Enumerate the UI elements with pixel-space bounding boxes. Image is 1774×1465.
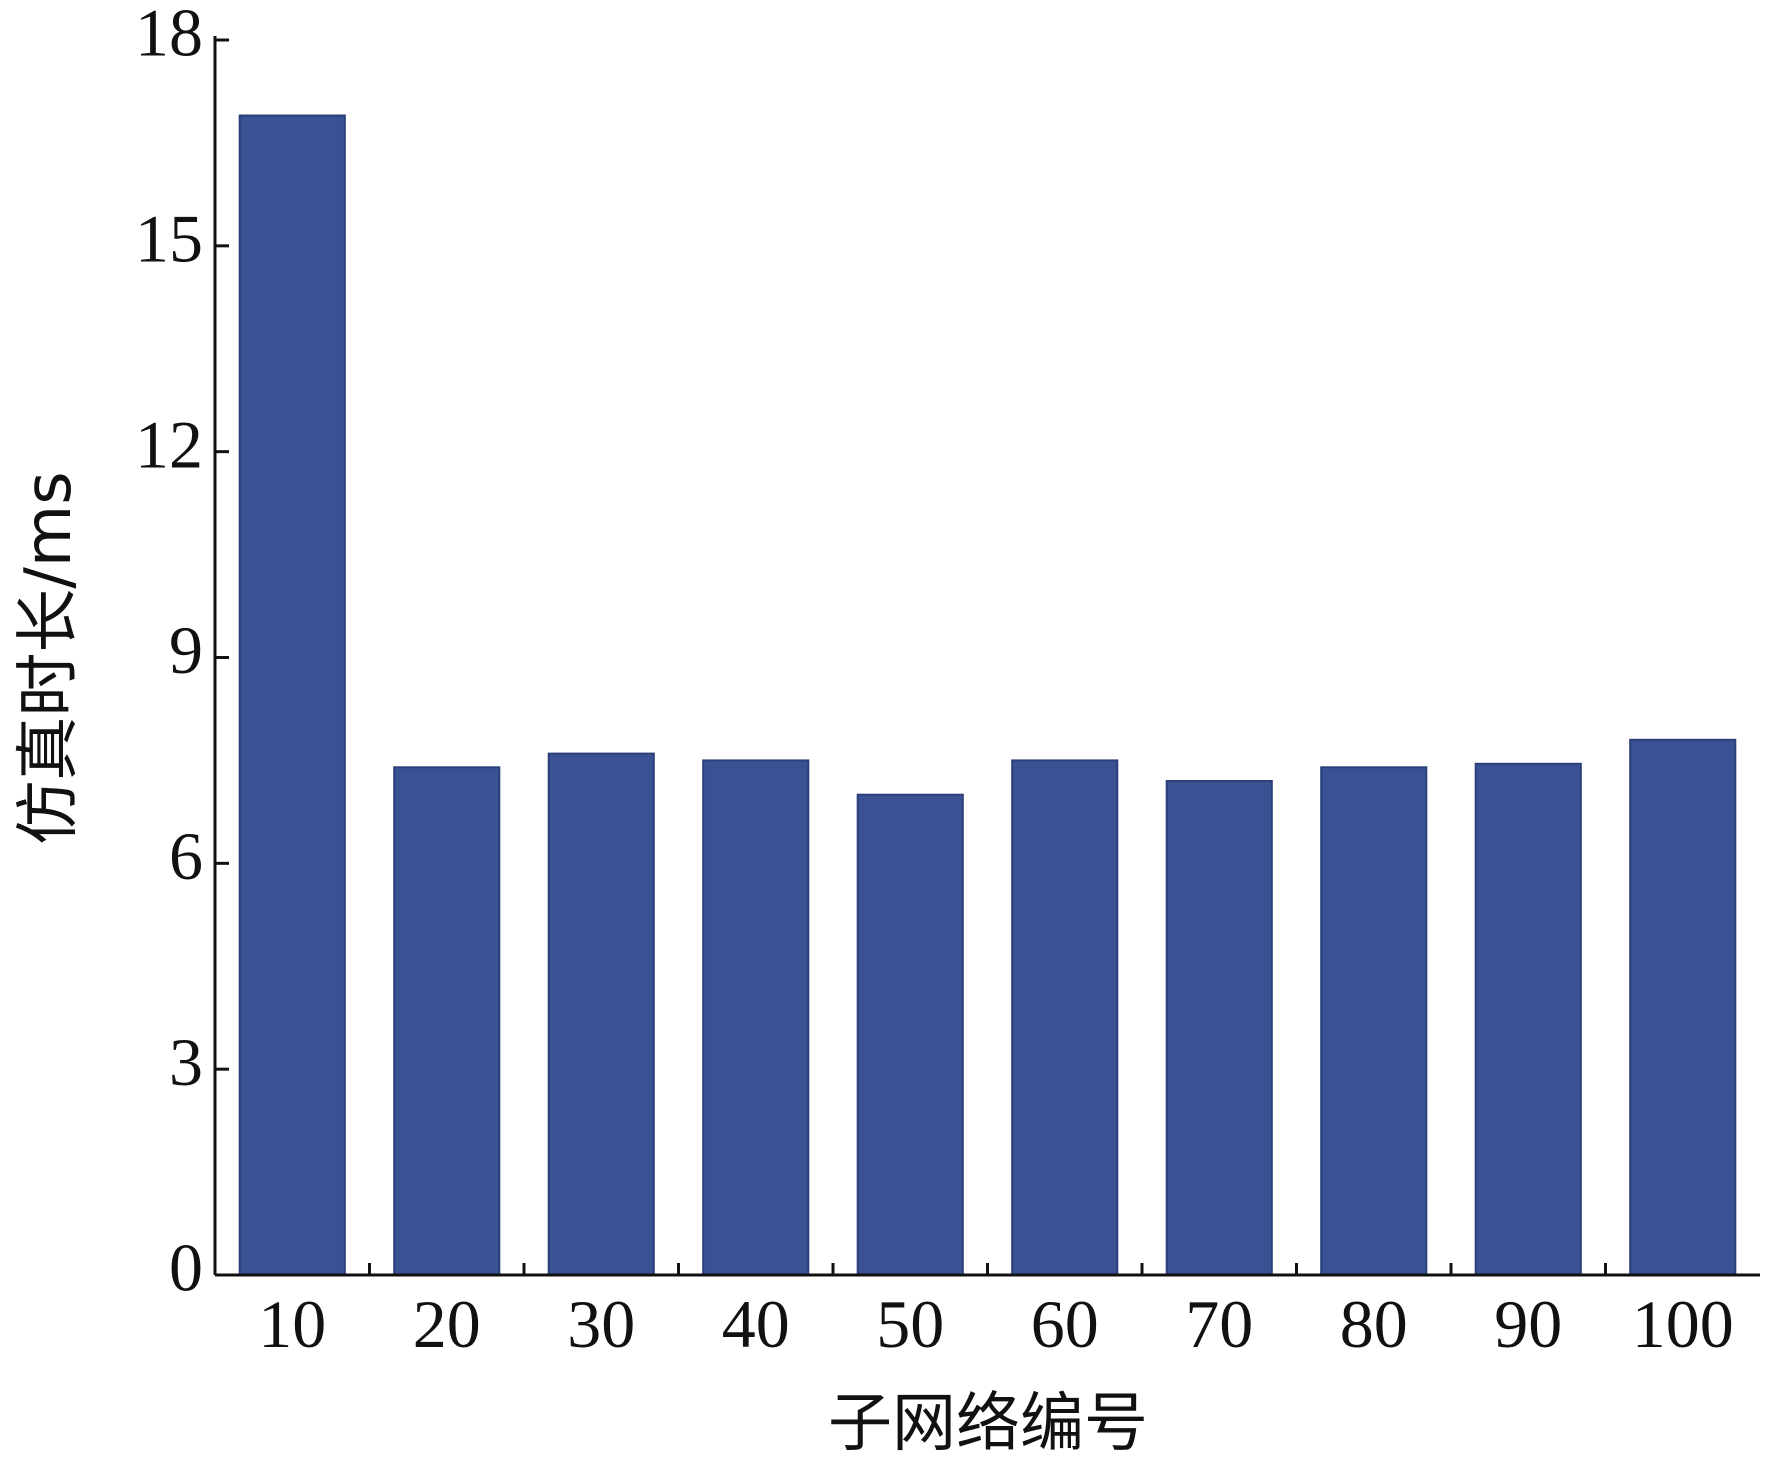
y-tick-group: 0 3 6 9 12 15 18 [135, 0, 229, 1306]
x-tick-label: 100 [1632, 1286, 1734, 1362]
y-tick-label: 15 [135, 200, 203, 276]
y-tick-label: 3 [169, 1024, 203, 1100]
bar-70 [1165, 780, 1273, 1276]
y-tick-label: 9 [169, 612, 203, 688]
x-tick-label: 70 [1185, 1286, 1253, 1362]
x-tick-label: 90 [1494, 1286, 1562, 1362]
y-tick-label: 12 [135, 406, 203, 482]
bar-100 [1629, 738, 1737, 1276]
bar-50 [856, 793, 964, 1276]
bar-90 [1474, 762, 1582, 1276]
bar-30 [547, 752, 655, 1276]
x-tick-label: 20 [413, 1286, 481, 1362]
x-axis-title: 子网络编号 [828, 1387, 1148, 1461]
x-tick-label: 30 [567, 1286, 635, 1362]
bar-60 [1011, 759, 1119, 1276]
y-tick-label: 6 [169, 818, 203, 894]
x-tick-label: 40 [722, 1286, 790, 1362]
bar-20 [393, 766, 501, 1276]
y-axis-title: 仿真时长/ms [12, 471, 86, 844]
bar-10 [238, 114, 346, 1276]
y-tick-label: 0 [169, 1230, 203, 1306]
bar-group [238, 114, 1737, 1276]
bar-40 [702, 759, 810, 1276]
x-tick-group: 10 20 30 40 50 60 70 80 90 100 [258, 1263, 1734, 1362]
x-tick-label: 50 [876, 1286, 944, 1362]
y-tick-label: 18 [135, 0, 203, 71]
x-tick-label: 60 [1031, 1286, 1099, 1362]
bar-80 [1320, 766, 1428, 1276]
x-tick-label: 80 [1340, 1286, 1408, 1362]
x-tick-label: 10 [258, 1286, 326, 1362]
